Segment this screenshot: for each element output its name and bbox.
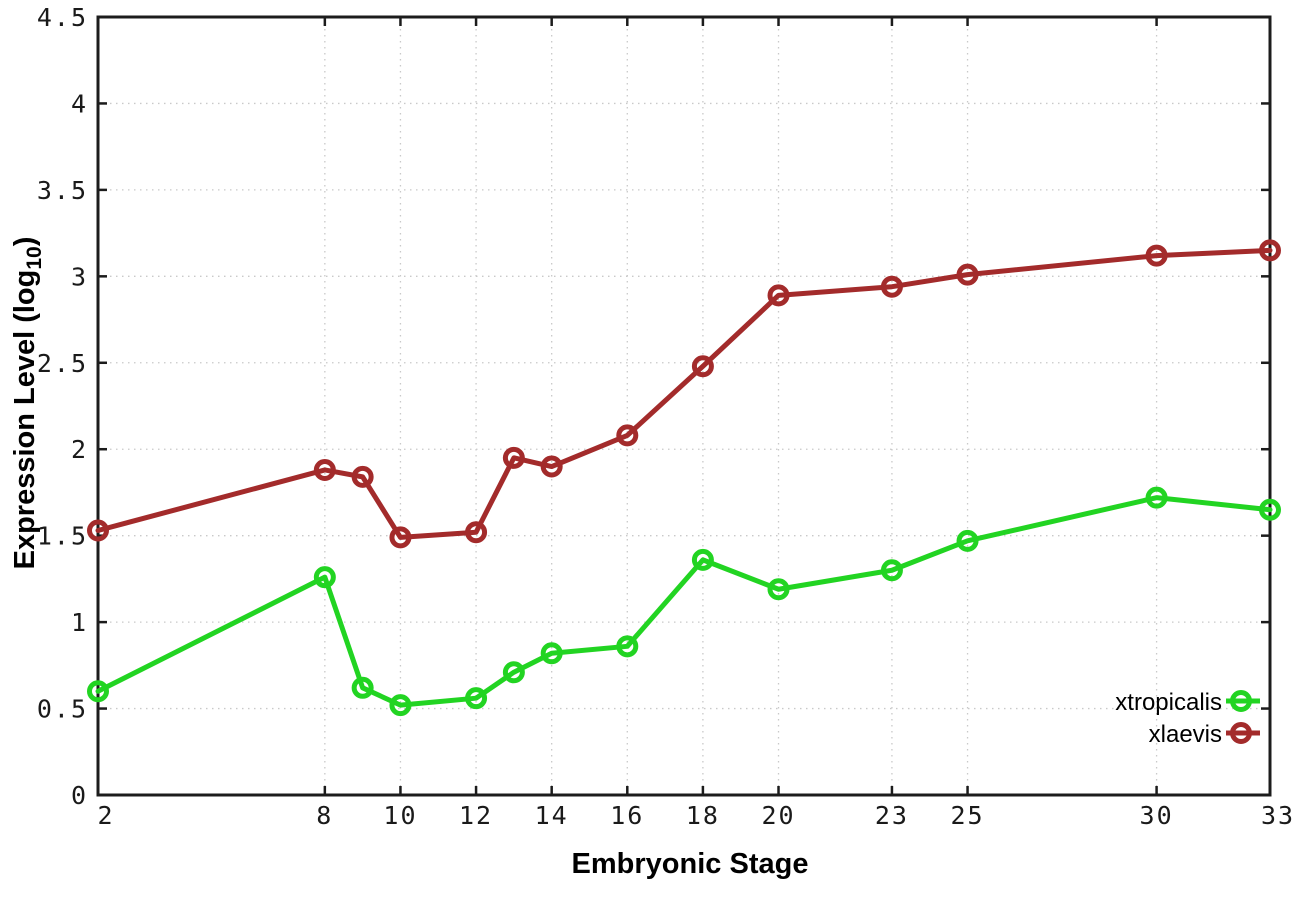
marker-xtropicalis-stage-18 bbox=[691, 548, 714, 571]
marker-xlaevis-stage-25 bbox=[956, 263, 979, 286]
marker-xtropicalis-stage-10 bbox=[389, 694, 412, 717]
marker-xtropicalis-stage-23 bbox=[880, 559, 903, 582]
y-tick-label-1.5: 1.5 bbox=[37, 522, 88, 551]
marker-xlaevis-stage-16 bbox=[616, 424, 639, 447]
legend-marker-xlaevis bbox=[1230, 722, 1252, 744]
y-axis-title-part: ) bbox=[9, 237, 41, 247]
y-tick-label-0: 0 bbox=[71, 781, 88, 810]
marker-xlaevis-stage-9 bbox=[351, 465, 374, 488]
y-axis-title: Expression Level (log10) bbox=[9, 237, 46, 570]
axis-ticks bbox=[96, 15, 1272, 797]
x-axis-title: Embryonic Stage bbox=[572, 848, 809, 880]
marker-xlaevis-stage-10 bbox=[389, 526, 412, 549]
legend: xtropicalis xlaevis bbox=[1115, 689, 1260, 748]
data-series bbox=[87, 239, 1281, 717]
gridlines bbox=[98, 17, 1270, 795]
y-axis-title-part: Expression Level (log bbox=[9, 270, 41, 570]
y-tick-label-4: 4 bbox=[71, 89, 88, 118]
marker-xtropicalis-stage-9 bbox=[351, 676, 374, 699]
y-tick-label-3.5: 3.5 bbox=[37, 176, 88, 205]
x-tick-labels: 2 8 10 12 14 16 18 20 23 25 30 33 bbox=[97, 801, 1295, 830]
series-line-xtropicalis bbox=[95, 495, 1273, 708]
x-tick-label-12: 12 bbox=[459, 801, 493, 830]
x-tick-label-33: 33 bbox=[1261, 801, 1295, 830]
legend-item-xlaevis: xlaevis bbox=[1149, 721, 1260, 748]
x-tick-label-18: 18 bbox=[686, 801, 720, 830]
y-tick-label-1: 1 bbox=[71, 608, 88, 637]
y-tick-label-0.5: 0.5 bbox=[37, 695, 88, 724]
marker-xlaevis-stage-33 bbox=[1259, 239, 1281, 262]
legend-label-xlaevis: xlaevis bbox=[1149, 721, 1222, 748]
marker-xlaevis-stage-13 bbox=[502, 446, 525, 469]
y-tick-labels: 0 0.5 1 1.5 2 2.5 3 3.5 4 4.5 bbox=[37, 3, 88, 810]
x-tick-label-14: 14 bbox=[535, 801, 569, 830]
marker-xlaevis-stage-8 bbox=[313, 458, 336, 481]
marker-xlaevis-stage-12 bbox=[465, 521, 488, 544]
marker-xlaevis-stage-20 bbox=[767, 284, 790, 307]
x-tick-label-8: 8 bbox=[316, 801, 333, 830]
series-line-xlaevis bbox=[95, 247, 1273, 540]
y-axis-title-part: 10 bbox=[23, 246, 46, 269]
marker-xtropicalis-stage-8 bbox=[313, 566, 336, 589]
legend-item-xtropicalis: xtropicalis bbox=[1115, 689, 1260, 716]
x-tick-label-23: 23 bbox=[875, 801, 909, 830]
plot-border bbox=[96, 15, 1272, 797]
x-tick-label-2: 2 bbox=[97, 801, 114, 830]
marker-xtropicalis-stage-13 bbox=[502, 661, 525, 684]
legend-marker-xtropicalis bbox=[1230, 690, 1252, 712]
marker-xtropicalis-stage-12 bbox=[465, 687, 488, 710]
y-tick-label-4.5: 4.5 bbox=[37, 3, 88, 32]
x-tick-label-20: 20 bbox=[761, 801, 795, 830]
marker-xtropicalis-stage-33 bbox=[1259, 498, 1281, 521]
marker-xtropicalis-stage-14 bbox=[540, 642, 563, 665]
y-tick-label-2: 2 bbox=[71, 435, 88, 464]
marker-xlaevis-stage-14 bbox=[540, 455, 563, 478]
marker-xtropicalis-stage-20 bbox=[767, 578, 790, 601]
marker-xtropicalis-stage-30 bbox=[1145, 486, 1168, 509]
marker-xlaevis-stage-23 bbox=[880, 275, 903, 298]
x-tick-label-25: 25 bbox=[950, 801, 984, 830]
marker-xlaevis-stage-2 bbox=[87, 519, 109, 542]
legend-label-xtropicalis: xtropicalis bbox=[1115, 689, 1222, 716]
marker-xlaevis-stage-30 bbox=[1145, 244, 1168, 267]
marker-xtropicalis-stage-25 bbox=[956, 529, 979, 552]
y-tick-label-2.5: 2.5 bbox=[37, 349, 88, 378]
marker-xlaevis-stage-18 bbox=[691, 355, 714, 378]
y-tick-label-3: 3 bbox=[71, 262, 88, 291]
x-tick-label-30: 30 bbox=[1140, 801, 1174, 830]
marker-xtropicalis-stage-16 bbox=[616, 635, 639, 658]
x-tick-label-10: 10 bbox=[383, 801, 417, 830]
marker-xtropicalis-stage-2 bbox=[87, 680, 109, 703]
x-tick-label-16: 16 bbox=[610, 801, 644, 830]
